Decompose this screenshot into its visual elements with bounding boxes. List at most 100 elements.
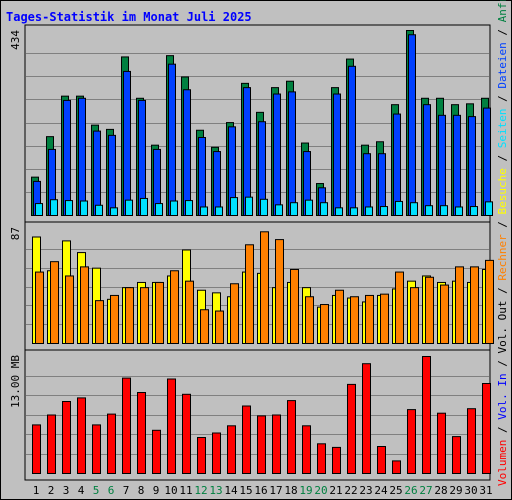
bar-seiten-day-13 [215,206,223,217]
bar-rechner-day-13 [215,310,224,345]
x-tick-day-10: 10 [164,484,177,497]
bar-volumen-day-30 [467,408,476,475]
legend-part: / [496,89,509,109]
bar-rechner-day-21 [335,289,344,345]
bar-volumen-day-26 [407,409,416,475]
bar-seiten-day-6 [110,207,118,217]
x-tick-day-16: 16 [254,484,267,497]
axis-max-label: 87 [9,227,22,240]
legend-part: / [496,214,509,234]
x-tick-day-18: 18 [284,484,297,497]
bar-seiten-day-28 [440,205,448,216]
bar-volumen-day-29 [452,436,461,475]
bar-rechner-day-20 [320,304,329,345]
bar-rechner-day-9 [155,281,164,344]
x-tick-day-29: 29 [449,484,462,497]
bar-volumen-day-1 [32,424,41,474]
x-tick-day-2: 2 [48,484,55,497]
bar-volumen-day-21 [332,446,341,474]
bar-dateien-day-28 [438,114,446,216]
bar-dateien-day-30 [468,116,476,216]
bar-volumen-day-31 [482,383,491,474]
bar-seiten-day-9 [155,203,163,216]
bar-volumen-day-10 [167,378,176,474]
legend-part: Besuche [496,168,509,214]
x-tick-day-20: 20 [314,484,327,497]
bar-rechner-day-24 [380,293,389,344]
bar-seiten-day-30 [470,206,478,216]
bar-seiten-day-8 [140,197,148,217]
bar-seiten-day-18 [290,202,298,216]
x-tick-day-23: 23 [359,484,372,497]
bar-seiten-day-5 [95,204,103,217]
x-tick-day-4: 4 [78,484,85,497]
chart-title: Tages-Statistik im Monat Juli 2025 [6,10,252,24]
bar-rechner-day-3 [65,275,74,345]
bar-volumen-day-3 [62,401,71,474]
bar-rechner-day-18 [290,268,299,344]
bar-rechner-day-30 [470,266,479,345]
bar-dateien-day-6 [108,134,116,217]
bar-volumen-day-5 [92,424,101,474]
bar-volumen-day-6 [107,413,116,475]
bar-volumen-day-14 [227,425,236,474]
bar-dateien-day-21 [333,93,341,216]
bar-dateien-day-18 [288,91,296,216]
bar-dateien-day-31 [483,107,491,216]
chart-panel-3: 13.00 MB [9,349,491,481]
bar-seiten-day-29 [455,206,463,217]
legend-part: / [496,22,509,42]
bar-dateien-day-26 [408,34,416,216]
x-tick-day-28: 28 [434,484,447,497]
bar-rechner-day-29 [455,266,464,345]
x-tick-day-11: 11 [179,484,192,497]
bar-seiten-day-23 [365,206,373,217]
bar-seiten-day-3 [65,200,73,216]
bar-rechner-day-10 [170,270,179,345]
bar-dateien-day-12 [198,136,206,216]
bar-seiten-day-25 [395,200,403,217]
bar-rechner-day-19 [305,296,314,345]
bar-dateien-day-17 [273,93,281,216]
bar-rechner-day-6 [110,294,119,345]
bar-seiten-day-19 [305,199,313,216]
x-tick-day-7: 7 [123,484,130,497]
bar-seiten-day-20 [320,202,328,216]
bar-volumen-day-19 [302,425,311,474]
x-tick-day-3: 3 [63,484,70,497]
bar-seiten-day-11 [185,200,193,216]
x-tick-day-19: 19 [299,484,312,497]
bar-volumen-day-20 [317,443,326,474]
bar-volumen-day-17 [272,414,281,474]
x-tick-day-31: 31 [479,484,492,497]
bar-rechner-day-11 [185,280,194,345]
x-tick-day-27: 27 [419,484,432,497]
bar-dateien-day-29 [453,114,461,216]
bar-rechner-day-14 [230,283,239,344]
bar-seiten-day-31 [485,201,493,217]
legend-part: Anfragen [496,0,509,22]
x-tick-day-1: 1 [33,484,40,497]
bar-rechner-day-7 [125,287,134,344]
legend-part: Rechner [496,234,509,281]
x-tick-day-5: 5 [93,484,100,497]
bar-volumen-day-24 [377,446,386,474]
legend-part: / [496,281,509,301]
bar-rechner-day-25 [395,271,404,345]
bar-volumen-day-7 [122,377,131,475]
bar-volumen-day-16 [257,415,266,474]
bar-volumen-day-11 [182,393,191,474]
bar-rechner-day-8 [140,287,149,344]
bar-dateien-day-5 [93,130,101,216]
right-legend: Volumen / Vol. In / Vol. Out / Rechner /… [496,0,509,486]
x-tick-day-25: 25 [389,484,402,497]
bar-volumen-day-18 [287,400,296,475]
axis-max-label: 434 [9,30,22,50]
bar-rechner-day-16 [260,231,269,344]
bar-seiten-day-2 [50,199,58,216]
bar-volumen-day-28 [437,412,446,475]
chart-panel-1: 434 [9,24,493,223]
bar-seiten-day-4 [80,200,88,216]
x-tick-day-9: 9 [153,484,160,497]
x-tick-day-8: 8 [138,484,145,497]
